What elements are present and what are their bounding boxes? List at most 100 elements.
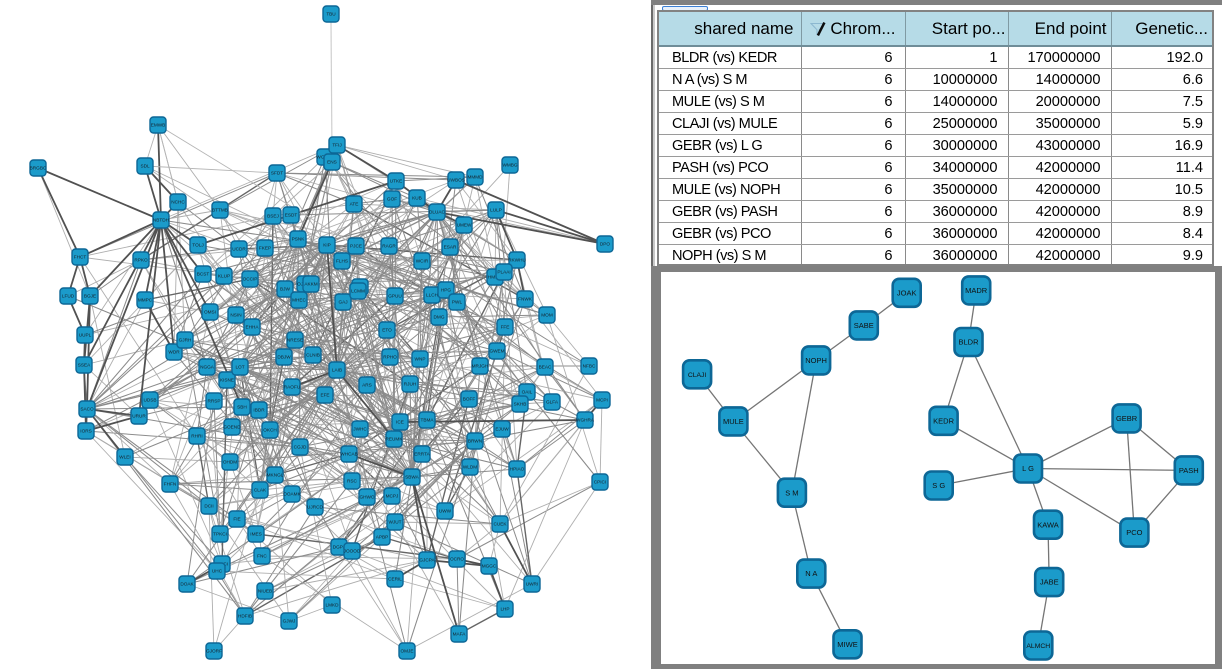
svg-text:GJCPA: GJCPA xyxy=(419,558,435,563)
svg-text:RAGR: RAGR xyxy=(382,244,396,249)
svg-text:TFIJ: TFIJ xyxy=(332,143,341,148)
svg-text:HDFIB: HDFIB xyxy=(238,614,252,619)
svg-text:TBMA: TBMA xyxy=(420,418,434,423)
svg-text:LFUD: LFUD xyxy=(62,294,75,299)
svg-text:LHP: LHP xyxy=(500,607,509,612)
svg-text:PLAAI: PLAAI xyxy=(497,270,510,275)
svg-text:BTTMB: BTTMB xyxy=(212,208,228,213)
svg-text:MCPI: MCPI xyxy=(596,398,608,403)
svg-text:IBDR: IBDR xyxy=(253,408,265,413)
svg-text:L G: L G xyxy=(1022,464,1034,473)
svg-text:UMEW: UMEW xyxy=(457,223,472,228)
svg-text:NCHC: NCHC xyxy=(171,200,185,205)
svg-text:CERIL: CERIL xyxy=(388,577,402,582)
svg-text:IORS: IORS xyxy=(80,429,91,434)
svg-text:MRJGH: MRJGH xyxy=(472,364,489,369)
svg-text:GLFA: GLFA xyxy=(546,400,559,405)
svg-text:SFDT: SFDT xyxy=(271,171,283,176)
svg-text:MULE: MULE xyxy=(723,417,744,426)
svg-text:SDL: SDL xyxy=(140,164,150,169)
svg-text:ESDT: ESDT xyxy=(285,213,298,218)
svg-text:BOFF: BOFF xyxy=(463,397,476,402)
svg-text:FIE: FIE xyxy=(233,517,240,522)
svg-text:FNWK: FNWK xyxy=(518,297,533,302)
svg-text:MKNGL: MKNGL xyxy=(267,473,284,478)
svg-text:APBP: APBP xyxy=(376,535,389,540)
svg-text:BEAC: BEAC xyxy=(539,365,552,370)
svg-text:GOEND: GOEND xyxy=(223,425,241,430)
svg-text:LMKD: LMKD xyxy=(325,603,339,608)
svg-text:EFE: EFE xyxy=(320,393,329,398)
svg-text:SABE: SABE xyxy=(854,321,874,330)
svg-text:LAIB: LAIB xyxy=(332,368,342,373)
svg-text:UDSB: UDSB xyxy=(143,398,156,403)
svg-text:ETO: ETO xyxy=(382,328,392,333)
svg-text:RPHO: RPHO xyxy=(383,355,397,360)
svg-text:CLNIB: CLNIB xyxy=(306,353,320,358)
svg-text:GJWJ: GJWJ xyxy=(283,619,296,624)
svg-text:JOAK: JOAK xyxy=(897,288,917,297)
svg-text:FHCT: FHCT xyxy=(74,255,87,260)
svg-text:JWHC: JWHC xyxy=(353,427,367,432)
svg-text:WLDM: WLDM xyxy=(463,465,477,470)
svg-text:RJUH: RJUH xyxy=(404,382,417,387)
svg-text:WJUT: WJUT xyxy=(388,520,401,525)
svg-text:UWW: UWW xyxy=(439,509,452,514)
svg-text:UHC: UHC xyxy=(212,569,223,574)
svg-text:CLAJI: CLAJI xyxy=(688,372,707,379)
svg-text:FFE: FFE xyxy=(501,325,510,330)
svg-text:ESAR: ESAR xyxy=(444,245,457,250)
svg-text:NSIN: NSIN xyxy=(230,313,241,318)
svg-text:TPKCI: TPKCI xyxy=(213,532,227,537)
svg-text:RHRI: RHRI xyxy=(191,434,202,439)
svg-text:MMMD: MMMD xyxy=(467,175,483,180)
svg-text:GEBR: GEBR xyxy=(1116,414,1138,423)
svg-text:DCII: DCII xyxy=(204,504,213,509)
svg-text:UJRCD: UJRCD xyxy=(307,505,323,510)
svg-text:GAJ: GAJ xyxy=(338,300,347,305)
svg-text:UTKE: UTKE xyxy=(390,179,403,184)
svg-text:N A: N A xyxy=(805,569,817,578)
svg-text:MOM: MOM xyxy=(541,313,553,318)
svg-text:FKEP: FKEP xyxy=(259,246,271,251)
svg-text:MHEC: MHEC xyxy=(292,298,306,303)
svg-text:MCPJ: MCPJ xyxy=(386,494,399,499)
svg-text:S M: S M xyxy=(785,488,798,497)
svg-text:BJW: BJW xyxy=(280,287,290,292)
svg-text:PWL: PWL xyxy=(452,300,463,305)
svg-text:JABE: JABE xyxy=(1040,578,1059,587)
svg-text:JOOOD: JOOOD xyxy=(344,549,361,554)
svg-text:WHCAB: WHCAB xyxy=(340,452,357,457)
svg-text:KEDR: KEDR xyxy=(933,416,954,425)
svg-text:BGJE: BGJE xyxy=(84,294,96,299)
svg-text:WCIR: WCIR xyxy=(416,259,429,264)
svg-text:WGHRA: WGHRA xyxy=(576,418,595,423)
svg-text:BRGBC: BRGBC xyxy=(30,166,47,171)
svg-text:OHDM: OHDM xyxy=(223,460,237,465)
svg-text:ERRTA: ERRTA xyxy=(414,452,430,457)
svg-text:WMBG: WMBG xyxy=(502,163,517,168)
svg-text:UWRI: UWRI xyxy=(526,582,539,587)
svg-text:CLAK: CLAK xyxy=(254,488,267,493)
svg-text:ALMCH: ALMCH xyxy=(1026,643,1050,650)
svg-text:SACO: SACO xyxy=(80,407,94,412)
svg-text:WDR: WDR xyxy=(168,350,180,355)
svg-text:PSNK: PSNK xyxy=(292,237,306,242)
svg-text:KLUP: KLUP xyxy=(218,274,230,279)
svg-text:ATE: ATE xyxy=(350,202,359,207)
svg-text:GJRH: GJRH xyxy=(179,338,192,343)
svg-text:OMSI: OMSI xyxy=(204,310,216,315)
svg-text:UCDR: UCDR xyxy=(232,247,246,252)
svg-text:REUMK: REUMK xyxy=(386,437,404,442)
svg-text:BLDR: BLDR xyxy=(958,338,979,347)
svg-text:MIWE: MIWE xyxy=(837,640,857,649)
svg-text:ENS: ENS xyxy=(327,160,337,165)
svg-text:OOAMK: OOAMK xyxy=(283,492,301,497)
svg-text:OMJE: OMJE xyxy=(400,649,413,654)
svg-text:LCMM: LCMM xyxy=(351,289,365,294)
svg-text:LLCH: LLCH xyxy=(426,293,438,298)
svg-text:KIP: KIP xyxy=(323,243,331,248)
svg-text:KISNE: KISNE xyxy=(220,378,234,383)
svg-text:LOT: LOT xyxy=(235,365,244,370)
svg-text:UUPL: UUPL xyxy=(79,333,92,338)
